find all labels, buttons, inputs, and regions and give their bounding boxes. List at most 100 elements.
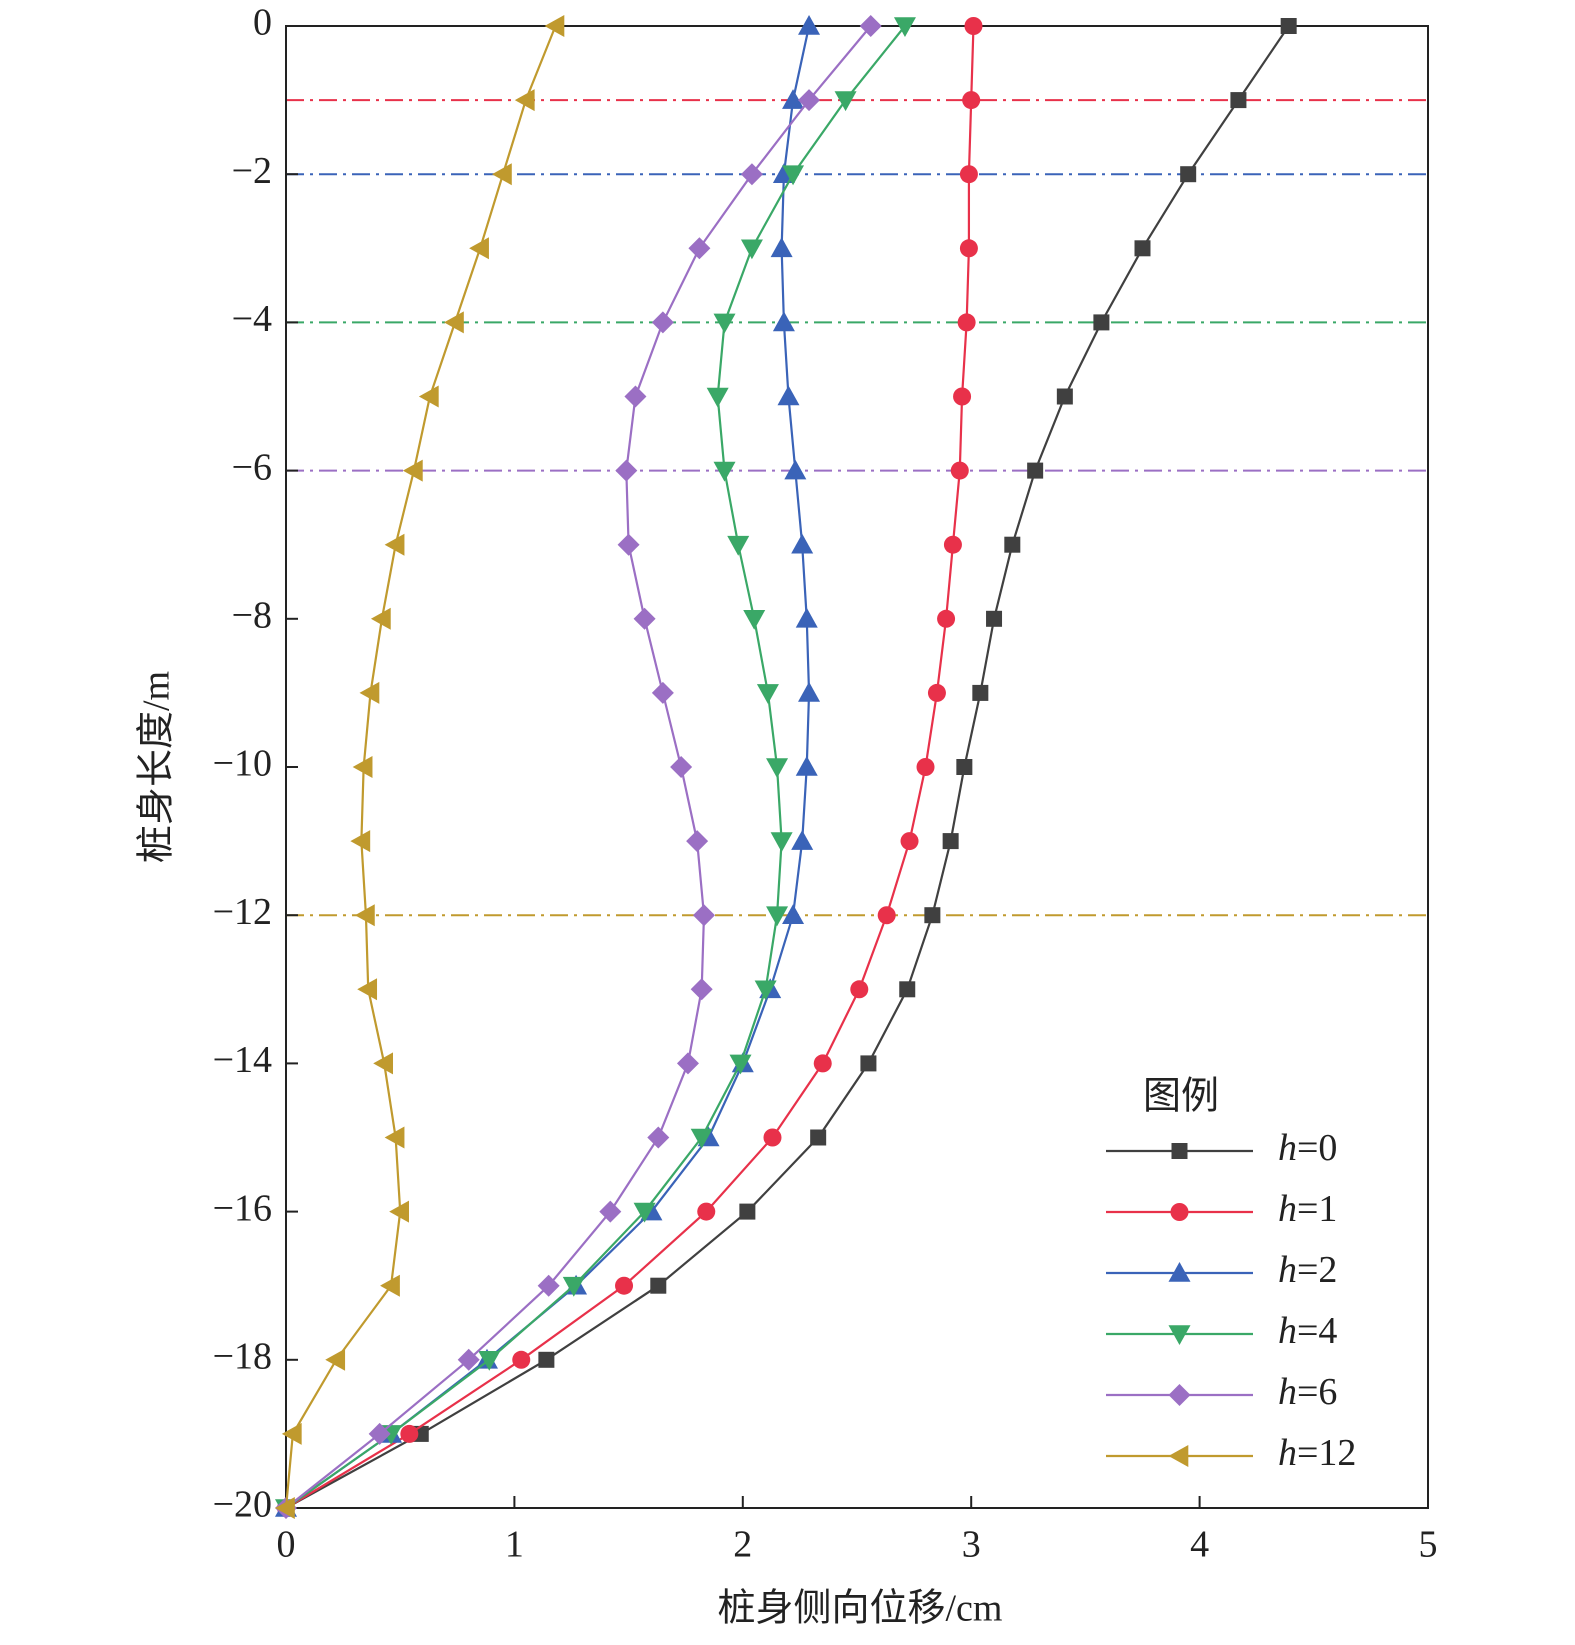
marker	[782, 165, 805, 186]
marker	[1168, 1325, 1191, 1345]
marker	[690, 978, 713, 1001]
marker	[784, 459, 807, 480]
marker	[357, 978, 378, 1001]
y-tick-label: −18	[213, 1336, 272, 1378]
y-tick-label: −14	[213, 1039, 272, 1081]
marker	[927, 683, 946, 702]
marker	[766, 906, 789, 927]
marker	[402, 459, 423, 482]
marker	[400, 1424, 419, 1443]
legend-label: h=0	[1278, 1127, 1337, 1169]
marker	[916, 758, 935, 776]
y-tick-label: 0	[253, 2, 272, 44]
marker	[957, 313, 976, 332]
y-tick-label: −2	[232, 150, 272, 192]
marker	[834, 91, 857, 112]
marker	[953, 387, 972, 406]
y-tick-label: −16	[213, 1187, 272, 1229]
marker	[1134, 240, 1151, 257]
marker	[763, 1128, 782, 1147]
marker	[1093, 314, 1110, 331]
marker	[651, 311, 674, 334]
marker	[959, 165, 978, 184]
marker	[633, 1202, 656, 1223]
marker	[924, 907, 941, 924]
marker	[1056, 388, 1073, 405]
marker	[791, 533, 814, 554]
marker	[676, 1052, 699, 1075]
y-tick-label: −12	[213, 891, 272, 933]
marker	[617, 533, 640, 556]
marker	[727, 535, 750, 556]
marker	[860, 1055, 877, 1072]
marker	[972, 684, 989, 701]
marker	[777, 385, 800, 406]
marker	[688, 237, 711, 260]
marker	[740, 163, 763, 186]
marker	[359, 681, 380, 704]
marker	[1180, 166, 1197, 183]
marker	[444, 311, 464, 334]
marker	[352, 756, 373, 778]
marker	[633, 607, 656, 630]
marker	[899, 981, 916, 998]
marker	[514, 89, 535, 112]
marker	[380, 1274, 400, 1297]
marker	[713, 461, 736, 482]
marker	[697, 1202, 716, 1221]
marker	[937, 609, 956, 628]
marker	[791, 830, 814, 850]
marker	[956, 759, 973, 775]
x-tick-label: 5	[1419, 1524, 1438, 1566]
x-tick-label: 4	[1190, 1524, 1209, 1566]
legend-label: h=12	[1278, 1432, 1356, 1474]
marker	[782, 904, 805, 924]
marker	[964, 17, 983, 35]
marker	[368, 1422, 391, 1445]
marker	[370, 607, 391, 630]
marker	[538, 1351, 555, 1368]
marker	[491, 163, 512, 186]
marker	[562, 1276, 585, 1297]
marker	[850, 980, 869, 999]
plot-frame	[285, 25, 1429, 1509]
marker	[900, 832, 919, 851]
marker	[1230, 92, 1247, 109]
marker	[373, 1052, 394, 1075]
marker	[729, 1054, 752, 1075]
x-tick-label: 3	[962, 1524, 981, 1566]
marker	[389, 1200, 409, 1223]
x-axis-label: 桩身侧向位移/cm	[718, 1588, 1003, 1630]
marker	[1170, 1203, 1189, 1221]
y-tick-label: −4	[232, 298, 272, 340]
marker	[959, 239, 978, 258]
legend-label: h=1	[1278, 1188, 1337, 1230]
marker	[1168, 1384, 1191, 1406]
marker	[1027, 462, 1044, 479]
marker	[986, 610, 1003, 627]
y-tick-label: −8	[232, 595, 272, 637]
marker	[772, 311, 795, 332]
marker	[599, 1200, 622, 1223]
marker	[782, 89, 805, 109]
marker	[943, 535, 962, 554]
marker	[1004, 536, 1021, 553]
series-line	[284, 25, 557, 1509]
marker	[537, 1274, 560, 1297]
legend-label: h=6	[1278, 1371, 1337, 1413]
marker	[739, 1203, 756, 1220]
marker	[942, 833, 959, 850]
marker	[813, 1054, 832, 1073]
y-tick-label: −10	[213, 743, 272, 785]
marker	[810, 1129, 827, 1146]
marker	[354, 904, 375, 927]
marker	[651, 681, 674, 704]
marker	[384, 533, 405, 556]
marker	[384, 1126, 405, 1149]
marker	[1280, 18, 1297, 34]
marker	[877, 906, 896, 925]
marker	[544, 15, 565, 37]
marker	[1171, 1143, 1188, 1159]
marker	[740, 239, 763, 260]
